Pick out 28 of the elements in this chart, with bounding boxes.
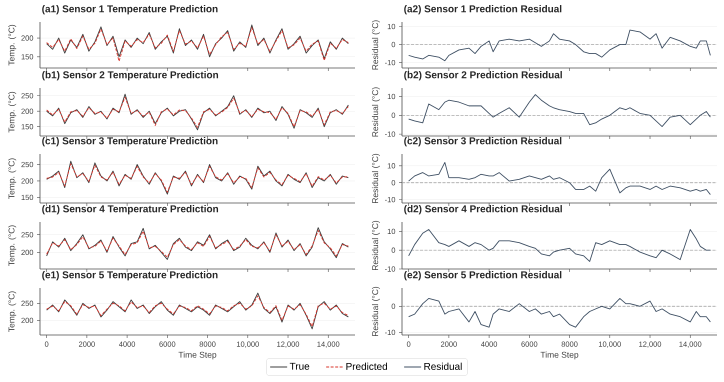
chart-title: (e1) Sensor 5 Temperature Prediction	[42, 271, 218, 280]
text: Residual	[424, 362, 462, 370]
y-axis-title: Residual (°C)	[372, 220, 380, 270]
y-axis-title: Temp. (°C)	[8, 291, 16, 332]
y-axis-title: Residual (°C)	[372, 20, 380, 70]
chart-title: (c1) Sensor 3 Temperature Prediction	[42, 137, 218, 146]
line-series	[408, 30, 711, 62]
line-series	[408, 298, 711, 328]
line-series	[408, 229, 711, 262]
y-axis-title: Residual (°C)	[372, 286, 380, 336]
y-axis-title: Temp. (°C)	[8, 92, 16, 132]
x-axis-title: Time Step	[540, 352, 578, 360]
y-axis-title: Residual (°C)	[372, 87, 380, 137]
chart-title: (b2) Sensor 2 Prediction Residual	[404, 71, 562, 80]
chart-title: (d1) Sensor 4 Temperature Prediction	[42, 205, 218, 214]
y-axis-title: Residual (°C)	[372, 154, 380, 204]
legend-label: True	[290, 362, 310, 370]
y-axis-title: Temp. (°C)	[8, 225, 16, 266]
chart-title: (e2) Sensor 5 Prediction Residual	[404, 271, 562, 280]
x-axis-title: Time Step	[178, 352, 216, 360]
chart-title: (d2) Sensor 4 Prediction Residual	[404, 205, 562, 214]
chart-title: (c2) Sensor 3 Prediction Residual	[404, 137, 562, 146]
chart-title: (a1) Sensor 1 Temperature Prediction	[42, 5, 218, 14]
chart-title: (a2) Sensor 1 Prediction Residual	[404, 5, 562, 14]
chart-title: (b1) Sensor 2 Temperature Prediction	[42, 71, 218, 80]
legend-label: Predicted	[346, 362, 388, 370]
y-axis-title: Temp. (°C)	[8, 158, 16, 199]
y-axis-title: Temp. (°C)	[8, 24, 16, 66]
